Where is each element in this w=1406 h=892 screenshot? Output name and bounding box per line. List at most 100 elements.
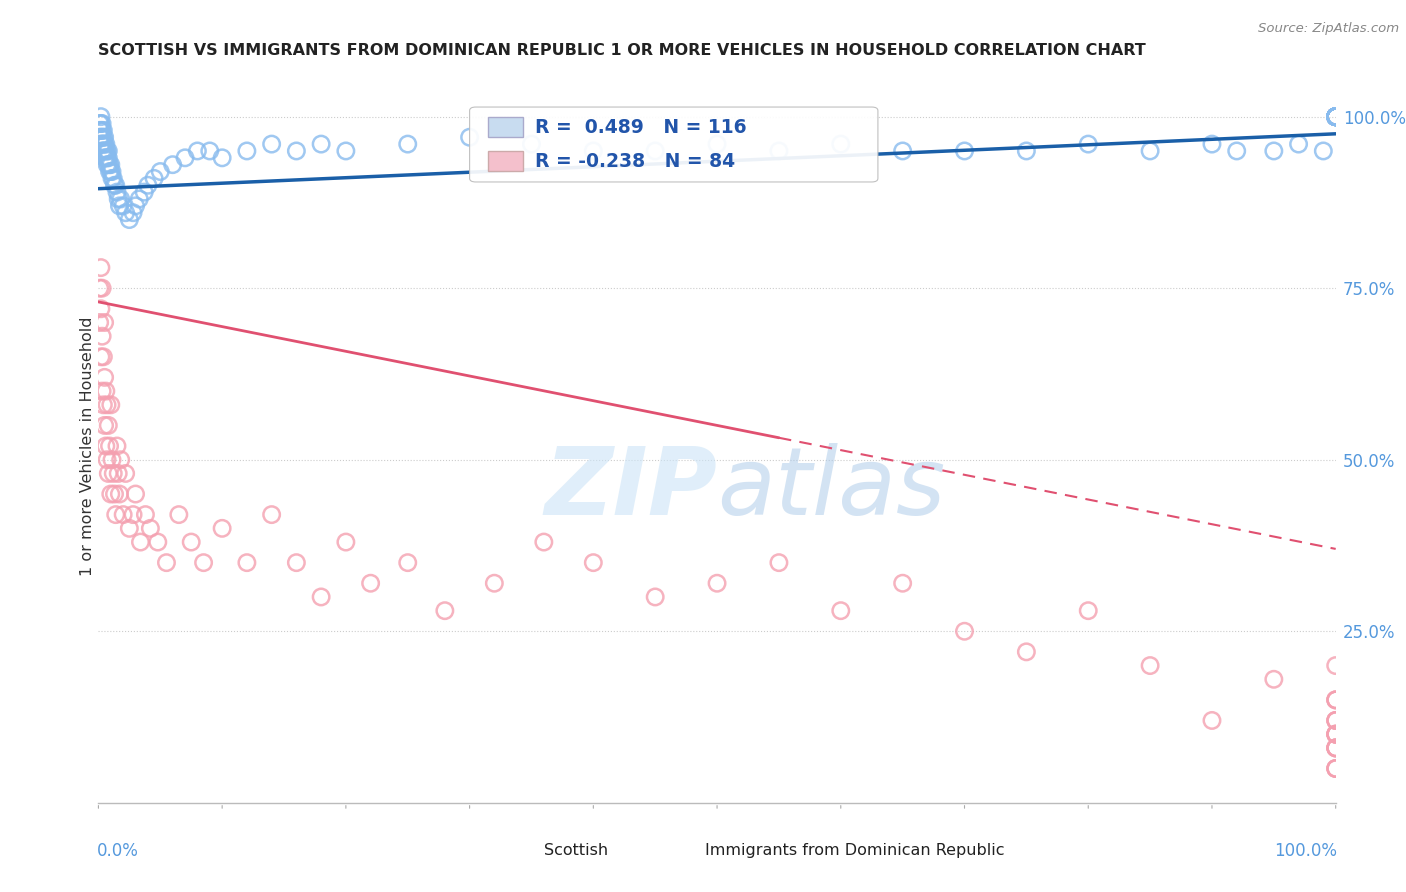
Point <box>335 144 357 158</box>
Text: Immigrants from Dominican Republic: Immigrants from Dominican Republic <box>704 843 1004 858</box>
Point <box>112 508 135 522</box>
Point <box>1077 604 1099 618</box>
Point <box>891 576 914 591</box>
Point <box>107 192 129 206</box>
Point <box>1324 110 1347 124</box>
Point <box>93 137 115 152</box>
Point <box>1324 110 1347 124</box>
Point <box>644 590 666 604</box>
Point <box>91 144 114 158</box>
Point <box>91 116 114 130</box>
Point <box>101 164 124 178</box>
Point <box>107 467 129 481</box>
Point <box>1201 137 1223 152</box>
Text: atlas: atlas <box>717 443 945 534</box>
Point <box>1015 645 1038 659</box>
Point <box>89 116 111 130</box>
Point <box>768 144 790 158</box>
Point <box>91 130 114 145</box>
Point <box>1324 658 1347 673</box>
Text: Source: ZipAtlas.com: Source: ZipAtlas.com <box>1258 22 1399 36</box>
Bar <box>488 152 523 171</box>
Point <box>1324 110 1347 124</box>
Point <box>93 350 115 364</box>
Point <box>520 137 543 152</box>
Point <box>108 487 131 501</box>
Point <box>155 556 177 570</box>
Point <box>1324 110 1347 124</box>
Point <box>1139 144 1161 158</box>
Point <box>1324 110 1347 124</box>
Point <box>93 130 115 145</box>
Point <box>90 116 112 130</box>
Point <box>582 556 605 570</box>
Point <box>706 576 728 591</box>
Point <box>1324 110 1347 124</box>
Point <box>180 535 202 549</box>
Point <box>1324 740 1347 755</box>
Point <box>114 467 136 481</box>
Point <box>1139 658 1161 673</box>
Point <box>139 521 162 535</box>
Point <box>396 137 419 152</box>
Point <box>110 452 132 467</box>
Point <box>1324 110 1347 124</box>
Point <box>433 604 456 618</box>
Point <box>1324 110 1347 124</box>
Point <box>198 144 221 158</box>
Point <box>1324 110 1347 124</box>
Point <box>96 144 118 158</box>
Point <box>101 452 124 467</box>
Point <box>830 604 852 618</box>
Point <box>1324 110 1347 124</box>
Point <box>108 199 131 213</box>
Y-axis label: 1 or more Vehicles in Household: 1 or more Vehicles in Household <box>80 317 94 575</box>
Point <box>1324 110 1347 124</box>
Point <box>1324 727 1347 741</box>
Point <box>91 137 114 152</box>
Point <box>260 137 283 152</box>
Point <box>1324 110 1347 124</box>
Text: Scottish: Scottish <box>544 843 607 858</box>
Point <box>90 260 112 275</box>
Point <box>1263 673 1285 687</box>
Bar <box>668 839 697 862</box>
Point <box>110 192 132 206</box>
Point <box>1015 144 1038 158</box>
Point <box>953 624 976 639</box>
Point <box>91 329 114 343</box>
Point <box>1324 714 1347 728</box>
Point <box>1324 714 1347 728</box>
Point <box>1077 137 1099 152</box>
Point <box>1324 693 1347 707</box>
Point <box>104 178 127 193</box>
Point <box>104 508 127 522</box>
Point <box>93 370 115 384</box>
Text: ZIP: ZIP <box>544 442 717 535</box>
Point <box>89 130 111 145</box>
Point <box>1324 110 1347 124</box>
Point <box>98 439 121 453</box>
Point <box>134 185 156 199</box>
Point <box>1324 110 1347 124</box>
Point <box>97 467 120 481</box>
Point <box>1324 110 1347 124</box>
Point <box>285 556 308 570</box>
Point <box>1324 110 1347 124</box>
Point <box>1324 110 1347 124</box>
Point <box>94 144 117 158</box>
Point <box>89 281 111 295</box>
Text: 0.0%: 0.0% <box>97 842 139 860</box>
Point <box>1288 137 1310 152</box>
Point <box>103 178 125 193</box>
Point <box>260 508 283 522</box>
Point <box>1324 110 1347 124</box>
Point <box>396 556 419 570</box>
Point <box>93 316 115 330</box>
Point <box>103 171 125 186</box>
Point <box>90 130 112 145</box>
Point <box>94 439 117 453</box>
Point <box>953 144 976 158</box>
Point <box>1324 110 1347 124</box>
Point <box>98 164 121 178</box>
